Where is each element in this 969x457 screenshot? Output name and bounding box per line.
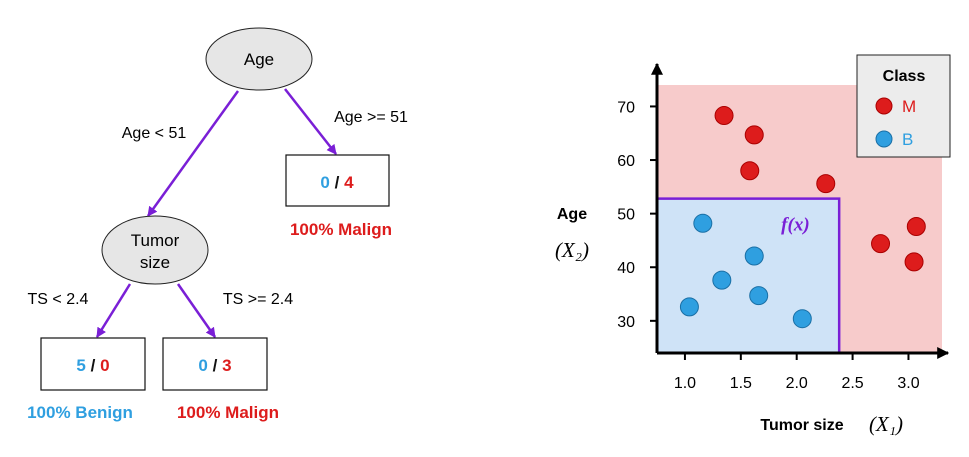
x-tick-label: 1.0 bbox=[674, 375, 696, 392]
leaf-malign-bottom: 0 / 3 100% Malign bbox=[162, 337, 279, 422]
region-benign bbox=[657, 198, 840, 353]
x-tick-label: 2.5 bbox=[841, 375, 863, 392]
leaf-malign-bottom-benign-count: 0 bbox=[198, 356, 207, 375]
leaf-malign-top-benign-count: 0 bbox=[320, 173, 329, 192]
decision-tree: Age Age < 51 Age >= 51 0 / 4 100% Malign… bbox=[27, 27, 408, 422]
edge-tumor-to-benign-leaf bbox=[95, 283, 132, 338]
legend-marker-m bbox=[875, 97, 893, 115]
decision-boundary bbox=[657, 197, 841, 353]
svg-text:0 / 3: 0 / 3 bbox=[198, 356, 231, 375]
decision-boundary-label: f(x) bbox=[781, 215, 809, 236]
edge-label-age-ge-51: Age >= 51 bbox=[334, 109, 408, 126]
y-tick-label: 50 bbox=[617, 207, 635, 224]
node-age: Age bbox=[205, 27, 313, 91]
leaf-malign-bottom-malign-count: 3 bbox=[222, 356, 231, 375]
data-point-benign bbox=[712, 270, 732, 290]
edge-label-ts-lt-2-4: TS < 2.4 bbox=[28, 291, 89, 308]
leaf-benign-benign-count: 5 bbox=[76, 356, 85, 375]
legend-label-b: B bbox=[902, 130, 913, 149]
y-axis-ticks: 30 40 50 60 70 bbox=[617, 99, 657, 331]
legend-title: Class bbox=[883, 68, 926, 85]
x-tick-label: 3.0 bbox=[897, 375, 919, 392]
data-point-malign bbox=[744, 125, 764, 145]
node-tumor-size-label-line1: Tumor bbox=[131, 231, 180, 250]
leaf-benign-sep: / bbox=[91, 356, 96, 375]
data-point-malign bbox=[871, 234, 891, 254]
y-axis-math-label: (X₂) bbox=[555, 238, 589, 262]
legend: Class M B bbox=[856, 54, 951, 158]
x-tick-label: 2.0 bbox=[786, 375, 808, 392]
edge-label-ts-ge-2-4: TS >= 2.4 bbox=[223, 291, 293, 308]
data-point-benign bbox=[693, 213, 713, 233]
y-tick-label: 40 bbox=[617, 260, 635, 277]
x-axis-title: Tumor size bbox=[760, 417, 843, 434]
scatter-plot: f(x) 1.0 1.5 2.0 2.5 3.0 30 40 50 60 70 Age (X₂)… bbox=[555, 54, 951, 436]
leaf-malign-top-caption: 100% Malign bbox=[290, 220, 392, 239]
legend-marker-b bbox=[875, 130, 893, 148]
node-tumor-size-label-line2: size bbox=[140, 253, 170, 272]
node-age-label: Age bbox=[244, 50, 274, 69]
svg-text:5 / 0: 5 / 0 bbox=[76, 356, 109, 375]
data-point-malign bbox=[740, 161, 760, 181]
edge-label-age-lt-51: Age < 51 bbox=[122, 125, 187, 142]
leaf-malign-top-malign-count: 4 bbox=[344, 173, 354, 192]
edge-age-to-malign-leaf bbox=[284, 88, 337, 155]
leaf-malign-top: 0 / 4 100% Malign bbox=[285, 154, 392, 239]
data-point-malign bbox=[904, 252, 924, 272]
x-axis-ticks: 1.0 1.5 2.0 2.5 3.0 bbox=[674, 353, 920, 392]
y-tick-label: 70 bbox=[617, 99, 635, 116]
edge-tumor-to-malign-leaf bbox=[176, 283, 217, 338]
data-point-benign bbox=[749, 286, 769, 306]
data-point-benign bbox=[679, 297, 699, 317]
y-tick-label: 60 bbox=[617, 153, 635, 170]
leaf-benign-malign-count: 0 bbox=[100, 356, 109, 375]
data-point-malign bbox=[816, 174, 836, 194]
leaf-malign-bottom-sep: / bbox=[213, 356, 218, 375]
leaf-benign: 5 / 0 100% Benign bbox=[27, 337, 146, 422]
data-point-malign bbox=[906, 217, 926, 237]
data-point-malign bbox=[714, 106, 734, 126]
data-points bbox=[679, 106, 926, 329]
leaf-malign-top-sep: / bbox=[335, 173, 340, 192]
svg-text:0 / 4: 0 / 4 bbox=[320, 173, 354, 192]
data-point-benign bbox=[792, 309, 812, 329]
leaf-malign-bottom-caption: 100% Malign bbox=[177, 403, 279, 422]
x-axis-math-label: (X₁) bbox=[869, 412, 903, 436]
edge-age-to-tumor bbox=[146, 90, 240, 217]
y-tick-label: 30 bbox=[617, 314, 635, 331]
data-point-benign bbox=[744, 246, 764, 266]
node-tumor-size: Tumor size bbox=[101, 215, 209, 285]
y-axis-title: Age bbox=[557, 206, 587, 223]
leaf-benign-caption: 100% Benign bbox=[27, 403, 133, 422]
legend-label-m: M bbox=[902, 97, 916, 116]
x-tick-label: 1.5 bbox=[730, 375, 752, 392]
